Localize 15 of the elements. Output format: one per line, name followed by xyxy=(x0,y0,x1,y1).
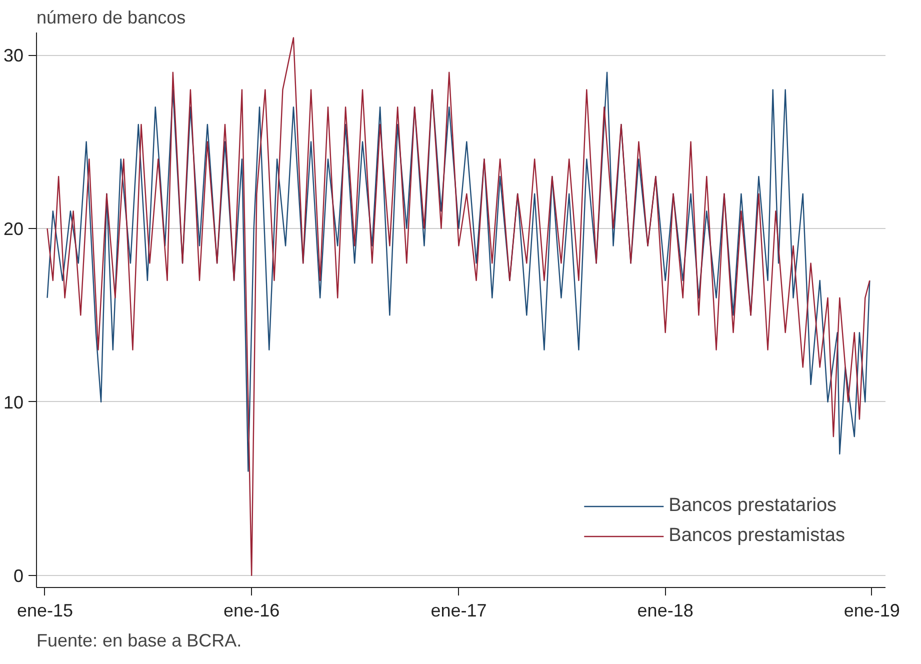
line-series xyxy=(46,37,870,576)
y-tick-label: 0 xyxy=(13,566,24,586)
line-series xyxy=(46,72,870,472)
y-axis-title: número de bancos xyxy=(36,8,186,28)
x-tick-label: ene-19 xyxy=(844,600,900,620)
legend-label: Bancos prestatarios xyxy=(668,495,837,517)
x-tick-label: ene-15 xyxy=(16,600,74,620)
x-tick-label: ene-17 xyxy=(430,600,487,620)
x-tick-label: ene-16 xyxy=(224,600,280,620)
x-tick-label: ene-18 xyxy=(637,600,694,620)
y-tick-label: 20 xyxy=(3,218,24,239)
y-tick-label: 10 xyxy=(3,392,24,412)
legend-label: Bancos prestamistas xyxy=(668,525,845,547)
source-note: Fuente: en base a BCRA. xyxy=(36,630,242,650)
y-tick-label: 30 xyxy=(3,46,24,66)
